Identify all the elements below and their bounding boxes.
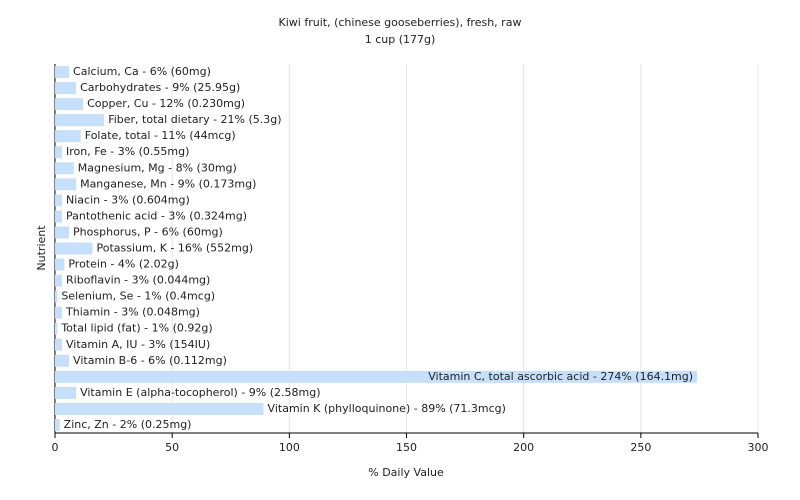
x-tick-label: 100 <box>279 441 300 454</box>
data-label: Riboflavin - 3% (0.044mg) <box>66 274 210 287</box>
bar <box>55 66 70 79</box>
x-tick-label: 300 <box>748 441 769 454</box>
bar <box>55 82 77 95</box>
bar <box>55 130 81 143</box>
bar <box>55 370 698 383</box>
data-label: Zinc, Zn - 2% (0.25mg) <box>64 418 192 431</box>
data-label: Niacin - 3% (0.604mg) <box>66 193 190 206</box>
bar <box>55 290 58 303</box>
data-label: Selenium, Se - 1% (0.4mcg) <box>61 290 215 303</box>
bar <box>55 194 63 207</box>
x-tick-label: 50 <box>165 441 179 454</box>
bar <box>55 322 58 335</box>
data-label: Calcium, Ca - 6% (60mg) <box>73 65 211 78</box>
data-label: Fiber, total dietary - 21% (5.3g) <box>108 113 281 126</box>
x-tick-label: 0 <box>52 441 59 454</box>
data-label: Iron, Fe - 3% (0.55mg) <box>66 145 189 158</box>
bar <box>55 226 70 239</box>
data-label: Total lipid (fat) - 1% (0.92g) <box>60 322 212 335</box>
x-axis-title: % Daily Value <box>368 466 444 479</box>
x-tick-label: 200 <box>513 441 534 454</box>
bar <box>55 386 77 399</box>
data-label: Pantothenic acid - 3% (0.324mg) <box>66 209 247 222</box>
y-axis-title: Nutrient <box>35 225 48 271</box>
bar <box>55 98 84 111</box>
bar <box>55 338 63 351</box>
bar <box>55 354 70 367</box>
data-label: Thiamin - 3% (0.048mg) <box>65 306 200 319</box>
bar <box>55 418 60 431</box>
bar <box>55 146 63 159</box>
data-label: Vitamin B-6 - 6% (0.112mg) <box>73 354 227 367</box>
bar <box>55 162 74 175</box>
data-label: Vitamin K (phylloquinone) - 89% (71.3mcg… <box>268 402 506 415</box>
data-label: Potassium, K - 16% (552mg) <box>96 242 253 255</box>
bar <box>55 258 65 271</box>
x-tick-label: 150 <box>396 441 417 454</box>
data-label: Vitamin C, total ascorbic acid - 274% (1… <box>428 370 693 383</box>
bar <box>55 178 77 191</box>
data-label: Copper, Cu - 12% (0.230mg) <box>87 97 245 110</box>
chart-subtitle: 1 cup (177g) <box>365 33 436 46</box>
data-label: Manganese, Mn - 9% (0.173mg) <box>80 177 256 190</box>
data-label: Protein - 4% (2.02g) <box>68 258 179 271</box>
data-label: Folate, total - 11% (44mcg) <box>85 129 236 142</box>
data-label: Vitamin A, IU - 3% (154IU) <box>66 338 210 351</box>
x-tick-label: 250 <box>630 441 651 454</box>
bar <box>55 402 264 415</box>
chart-title: Kiwi fruit, (chinese gooseberries), fres… <box>279 16 522 29</box>
data-label: Carbohydrates - 9% (25.95g) <box>80 81 240 94</box>
bar <box>55 306 63 319</box>
data-label: Vitamin E (alpha-tocopherol) - 9% (2.58m… <box>80 386 320 399</box>
bar <box>55 114 105 127</box>
data-label: Phosphorus, P - 6% (60mg) <box>73 225 223 238</box>
bar <box>55 242 93 255</box>
data-label: Magnesium, Mg - 8% (30mg) <box>78 161 237 174</box>
bar <box>55 274 63 287</box>
bar <box>55 210 63 223</box>
